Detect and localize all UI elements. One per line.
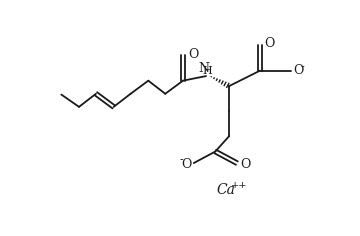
Text: H: H [202,67,212,76]
Text: -: - [180,155,184,165]
Text: O: O [241,158,251,171]
Text: Ca: Ca [217,183,236,197]
Text: -: - [301,62,305,72]
Text: N: N [198,62,209,75]
Text: O: O [293,64,303,77]
Text: ++: ++ [231,181,247,190]
Text: O: O [265,37,275,50]
Text: O: O [188,48,199,61]
Text: O: O [181,158,192,171]
